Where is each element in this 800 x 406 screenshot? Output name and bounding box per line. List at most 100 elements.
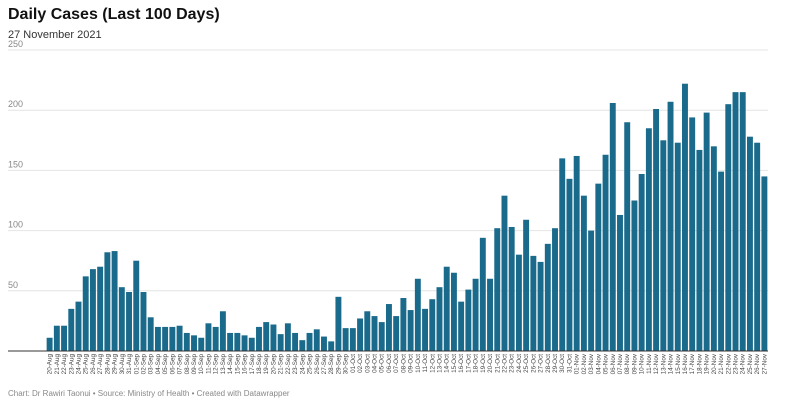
bar-05-Oct [378,322,385,351]
bar-11-Sep [205,323,212,351]
x-tick-label: 09-Sep [191,354,198,375]
bar-08-Oct [400,298,407,351]
bar-15-Oct [450,272,457,351]
y-tick-label: 100 [8,220,23,230]
bar-24-Sep [299,340,306,351]
bar-22-Sep [284,323,291,351]
bar-18-Nov [696,149,703,351]
y-tick-label: 250 [8,39,23,49]
x-tick-label: 21-Oct [494,354,501,373]
x-tick-label: 11-Nov [646,353,653,374]
bar-10-Sep [198,337,205,351]
bar-31-Aug [126,292,132,351]
x-tick-label: 30-Sep [343,354,350,375]
bar-30-Aug [118,287,125,351]
x-tick-label: 23-Aug [68,354,75,375]
x-tick-label: 23-Sep [292,354,299,375]
bar-19-Sep [263,322,270,351]
bar-23-Oct [508,226,515,351]
bar-02-Nov [580,195,587,351]
x-tick-label: 31-Oct [566,354,573,373]
x-tick-label: 26-Nov [754,353,761,374]
y-tick-label: 50 [8,280,18,290]
bar-25-Oct [523,219,530,351]
bar-02-Oct [357,318,364,351]
x-tick-label: 05-Oct [379,354,386,373]
bar-27-Sep [321,336,327,351]
bar-03-Oct [364,311,371,351]
x-tick-label: 19-Oct [480,354,487,373]
x-tick-label: 20-Sep [270,354,277,375]
chart-title: Daily Cases (Last 100 Days) [8,6,220,23]
bar-28-Oct [544,243,551,351]
x-tick-label: 25-Nov [747,353,754,374]
x-tick-label: 08-Oct [400,354,407,373]
x-tick-label: 01-Nov [574,353,581,374]
x-tick-label: 20-Oct [487,354,494,373]
x-tick-label: 05-Nov [603,353,610,374]
x-tick-label: 12-Oct [429,354,436,373]
bar-26-Nov [754,142,761,351]
bar-14-Sep [227,332,234,351]
x-tick-label: 24-Sep [299,354,306,375]
x-tick-label: 21-Nov [718,353,725,374]
bar-14-Oct [443,266,450,351]
x-tick-label: 14-Nov [668,353,675,374]
x-tick-label: 06-Oct [386,354,393,373]
x-tick-label: 15-Nov [675,353,682,374]
x-tick-label: 17-Sep [249,354,256,375]
bar-09-Nov [631,200,638,351]
bar-09-Sep [191,335,197,351]
x-tick-label: 19-Sep [263,354,270,375]
bar-06-Oct [385,304,392,351]
x-tick-label: 14-Oct [444,354,451,373]
bar-25-Nov [746,136,753,351]
bar-29-Oct [552,228,558,351]
x-tick-label: 22-Oct [501,354,508,373]
x-axis-labels: 20-Aug 21-Aug 22-Aug 23-Aug 24-Aug 25-Aug 26-A… [47,353,769,374]
x-tick-label: 22-Nov [725,353,732,374]
x-tick-label: 13-Nov [660,353,667,374]
bar-20-Sep [270,324,277,351]
x-tick-label: 28-Sep [328,354,335,375]
bar-25-Sep [306,332,313,351]
x-tick-label: 10-Sep [198,354,205,375]
x-tick-label: 16-Nov [682,353,689,374]
bar-01-Nov [573,155,580,351]
bar-19-Nov [703,112,710,351]
x-tick-label: 18-Nov [696,353,703,374]
x-tick-label: 08-Nov [624,353,631,374]
bar-21-Aug [53,325,60,351]
bar-10-Nov [638,174,645,351]
y-tick-label: 200 [8,99,23,109]
bar-29-Aug [111,251,118,351]
x-tick-label: 09-Nov [631,353,638,374]
bar-26-Sep [313,329,320,351]
bar-16-Nov [682,83,688,352]
bar-17-Nov [689,117,696,351]
x-tick-label: 25-Oct [523,354,530,373]
x-tick-label: 13-Oct [436,354,443,373]
x-tick-label: 29-Oct [552,354,559,373]
bar-13-Sep [219,311,226,351]
bar-24-Aug [75,301,82,351]
x-tick-label: 31-Aug [126,354,133,375]
x-tick-label: 04-Nov [595,353,602,374]
x-tick-label: 11-Oct [422,354,429,373]
bar-11-Nov [645,128,652,351]
bar-07-Nov [617,214,623,351]
bar-15-Sep [234,332,241,351]
bar-07-Sep [176,325,183,351]
x-tick-label: 07-Nov [617,353,624,374]
bar-17-Oct [465,289,472,351]
x-tick-label: 24-Aug [75,354,82,375]
x-tick-label: 28-Aug [104,354,111,375]
bar-01-Sep [133,260,140,351]
bar-05-Nov [602,154,609,351]
bar-12-Oct [429,299,436,351]
x-tick-label: 02-Sep [140,354,147,375]
x-tick-label: 28-Oct [545,354,552,373]
bar-28-Aug [104,252,111,351]
bar-20-Aug [46,337,53,351]
